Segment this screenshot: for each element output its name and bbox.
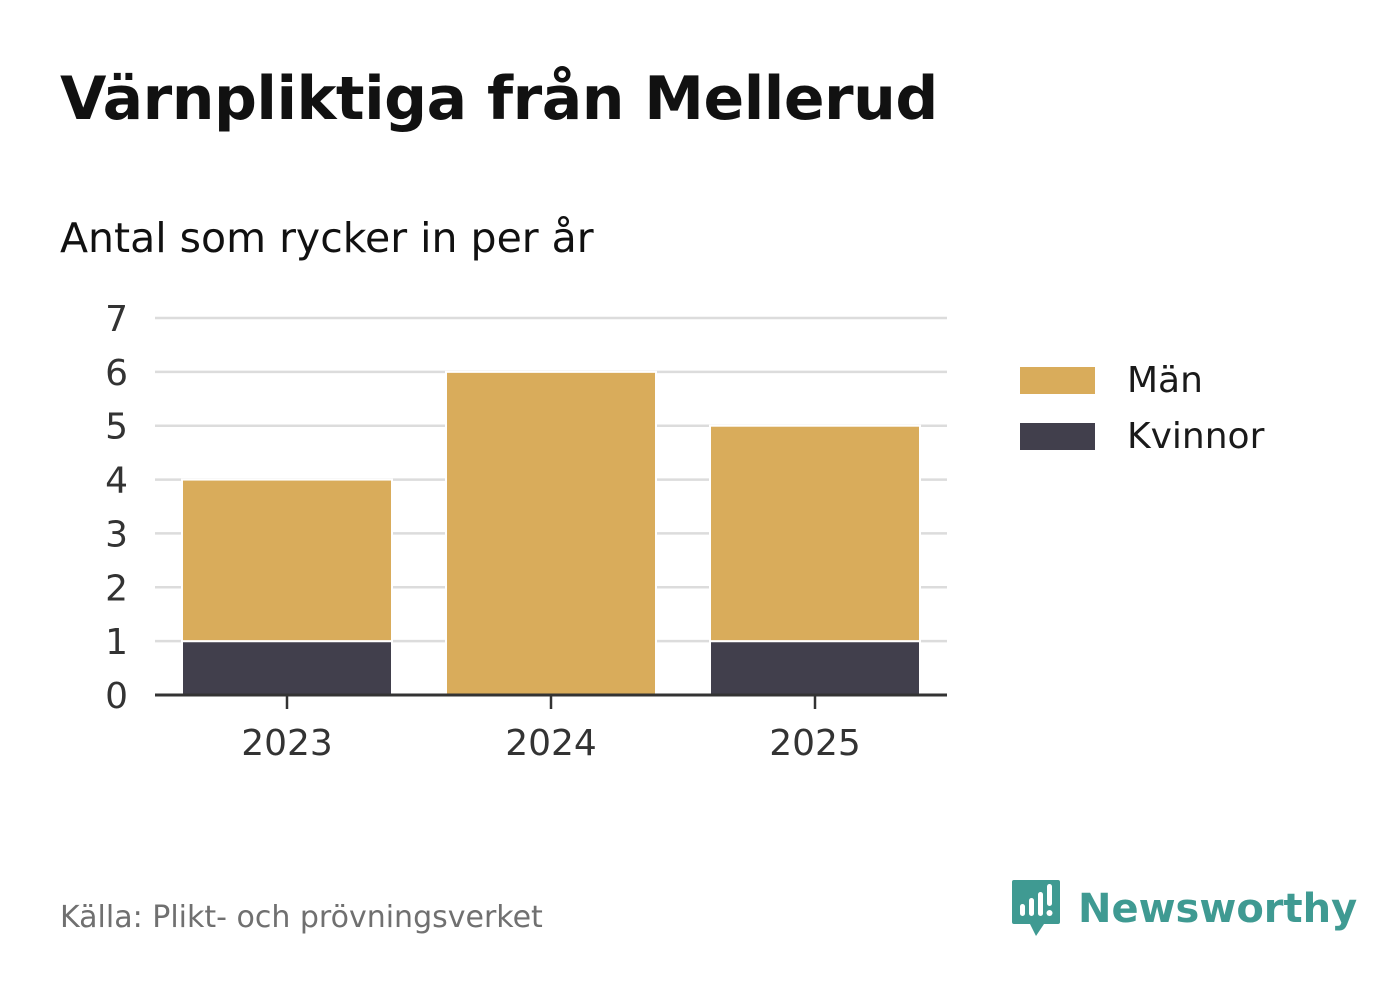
brand: Newsworthy	[1010, 878, 1357, 940]
y-tick-label: 3	[105, 514, 128, 555]
legend: Män Kvinnor	[1020, 352, 1264, 464]
legend-swatch-man	[1020, 366, 1095, 394]
y-tick-label: 5	[105, 407, 128, 448]
bar-män-2024	[445, 370, 657, 696]
legend-item-kvinnor: Kvinnor	[1020, 408, 1264, 464]
bar-män-2025	[709, 424, 921, 643]
bar-kvinnor-2023	[181, 640, 393, 697]
legend-label-man: Män	[1127, 359, 1203, 401]
legend-label-kvinnor: Kvinnor	[1127, 415, 1265, 457]
y-tick-label: 1	[105, 622, 128, 663]
chart-subtitle: Antal som rycker in per år	[60, 214, 594, 262]
y-tick-label: 0	[105, 676, 128, 717]
chart-title: Värnpliktiga från Mellerud	[60, 64, 938, 134]
source-note: Källa: Plikt- och prövningsverket	[60, 900, 543, 935]
x-tick-label: 2024	[505, 723, 597, 764]
y-tick-label: 2	[105, 568, 128, 609]
x-tick-label: 2025	[769, 723, 861, 764]
x-tick-label: 2023	[241, 723, 333, 764]
newsworthy-logo-icon	[1012, 880, 1060, 936]
legend-item-man: Män	[1020, 352, 1264, 408]
y-tick-label: 4	[105, 461, 128, 502]
bar-kvinnor-2025	[709, 640, 921, 697]
legend-swatch-kvinnor	[1020, 422, 1095, 450]
bar-män-2023	[181, 478, 393, 643]
y-tick-label: 6	[105, 353, 128, 394]
brand-name: Newsworthy	[1078, 886, 1358, 932]
y-tick-label: 7	[105, 299, 128, 340]
